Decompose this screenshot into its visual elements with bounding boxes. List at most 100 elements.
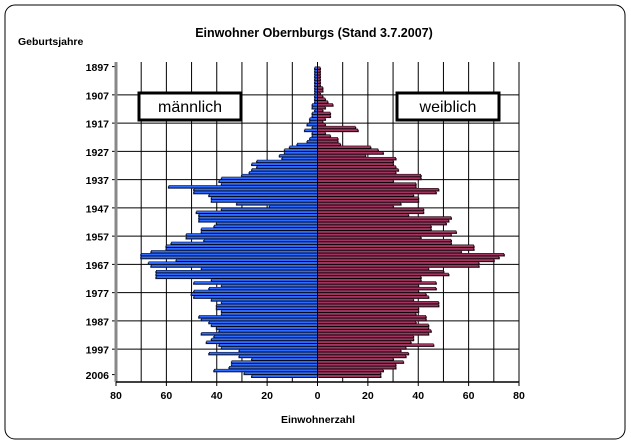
bar-male-1924 [297, 142, 318, 146]
bar-female-1962 [317, 250, 462, 254]
bar-female-1910 [317, 103, 333, 107]
bar-female-2004 [317, 368, 384, 372]
y-tick-label: 1927 [86, 147, 110, 159]
bar-male-1939 [168, 185, 318, 189]
bar-female-1950 [317, 216, 452, 220]
bar-male-1937 [219, 179, 318, 183]
bar-male-1938 [221, 182, 318, 186]
bar-female-1922 [317, 137, 338, 141]
bar-male-1994 [206, 340, 318, 344]
bar-female-1904 [317, 86, 323, 90]
bar-male-1917 [307, 123, 318, 126]
bar-male-1951 [198, 219, 318, 223]
legend-male-label: männlich [158, 99, 222, 116]
y-tick-label: 1977 [86, 288, 110, 300]
bar-male-1929 [281, 156, 318, 160]
bar-female-1937 [317, 179, 394, 183]
bar-male-1956 [186, 233, 318, 237]
bar-female-1956 [317, 233, 452, 237]
bar-female-1974 [317, 284, 419, 288]
bar-male-1972 [211, 278, 318, 282]
y-tick-label: 1897 [86, 62, 110, 74]
bar-male-1944 [211, 199, 318, 203]
bar-male-1923 [307, 140, 318, 143]
bar-female-1988 [317, 323, 429, 327]
bar-male-1928 [279, 154, 318, 158]
bar-female-1980 [317, 301, 439, 304]
bar-male-1996 [221, 346, 318, 350]
bar-male-1942 [208, 193, 318, 197]
bar-female-1940 [317, 188, 439, 191]
bar-female-1938 [317, 182, 416, 186]
bar-female-1977 [317, 292, 427, 296]
bar-female-1967 [317, 264, 479, 268]
bar-male-1970 [156, 272, 318, 276]
bar-female-1975 [317, 286, 437, 290]
bar-male-1988 [211, 323, 318, 327]
bar-male-1959 [171, 241, 318, 245]
bar-male-1918 [312, 125, 318, 129]
x-tick-label: 60 [161, 390, 173, 402]
bar-female-1964 [317, 255, 500, 259]
y-axis-title: Geburtsjahre [18, 36, 84, 48]
bar-male-1934 [249, 171, 318, 175]
bar-female-1926 [317, 148, 379, 152]
bar-female-1972 [317, 278, 422, 282]
bar-female-2000 [317, 357, 394, 361]
bar-male-1936 [221, 176, 318, 180]
bar-female-1925 [317, 145, 371, 149]
bar-female-1948 [317, 210, 424, 214]
bar-female-1944 [317, 199, 419, 203]
bar-female-1909 [317, 100, 328, 104]
bar-male-1963 [140, 253, 318, 256]
y-tick-label: 1987 [86, 316, 110, 328]
bar-female-1995 [317, 343, 434, 347]
bar-male-1915 [309, 117, 318, 121]
bar-female-1931 [317, 162, 394, 166]
bar-female-1942 [317, 193, 414, 197]
bar-female-1923 [317, 140, 338, 143]
bar-female-1957 [317, 236, 422, 240]
y-tick-label: 1997 [86, 345, 110, 357]
y-tick-label: 1957 [86, 232, 110, 244]
bar-male-1971 [156, 275, 318, 279]
y-tick-label: 1967 [86, 260, 110, 272]
bar-male-1964 [140, 255, 318, 259]
bar-male-1961 [166, 247, 318, 251]
bar-male-1980 [221, 301, 318, 304]
bar-female-1936 [317, 176, 422, 180]
bar-male-1966 [148, 261, 318, 265]
bar-female-1919 [317, 128, 359, 132]
bar-female-1965 [317, 258, 495, 262]
bar-female-1999 [317, 354, 406, 358]
bar-male-1984 [221, 312, 318, 316]
bar-female-1924 [317, 142, 341, 146]
bar-male-1997 [239, 349, 318, 353]
bar-male-1969 [156, 269, 318, 273]
bar-male-1941 [193, 190, 318, 194]
bar-male-1943 [211, 196, 318, 200]
bar-female-1960 [317, 244, 474, 248]
bar-female-1998 [317, 351, 409, 355]
bar-female-1945 [317, 202, 401, 206]
bar-female-1993 [317, 337, 414, 341]
bar-male-1989 [216, 326, 318, 330]
bar-male-1995 [219, 343, 318, 347]
bar-male-2003 [229, 366, 318, 369]
bar-female-1952 [317, 221, 447, 225]
x-tick-label: 80 [110, 390, 122, 402]
bar-male-1962 [151, 250, 318, 254]
bar-male-1950 [198, 216, 318, 220]
bar-female-1959 [317, 241, 452, 245]
bar-male-1914 [312, 114, 318, 118]
bar-female-1989 [317, 326, 429, 330]
bar-male-1932 [256, 165, 318, 169]
bar-male-2002 [231, 363, 318, 367]
legend-female: weiblich [395, 91, 501, 122]
bar-female-2006 [317, 374, 381, 378]
bar-male-1998 [208, 351, 318, 355]
bar-male-1981 [216, 303, 318, 307]
bar-male-1993 [211, 337, 318, 341]
bar-male-1990 [219, 329, 318, 333]
bar-female-1943 [317, 196, 419, 200]
